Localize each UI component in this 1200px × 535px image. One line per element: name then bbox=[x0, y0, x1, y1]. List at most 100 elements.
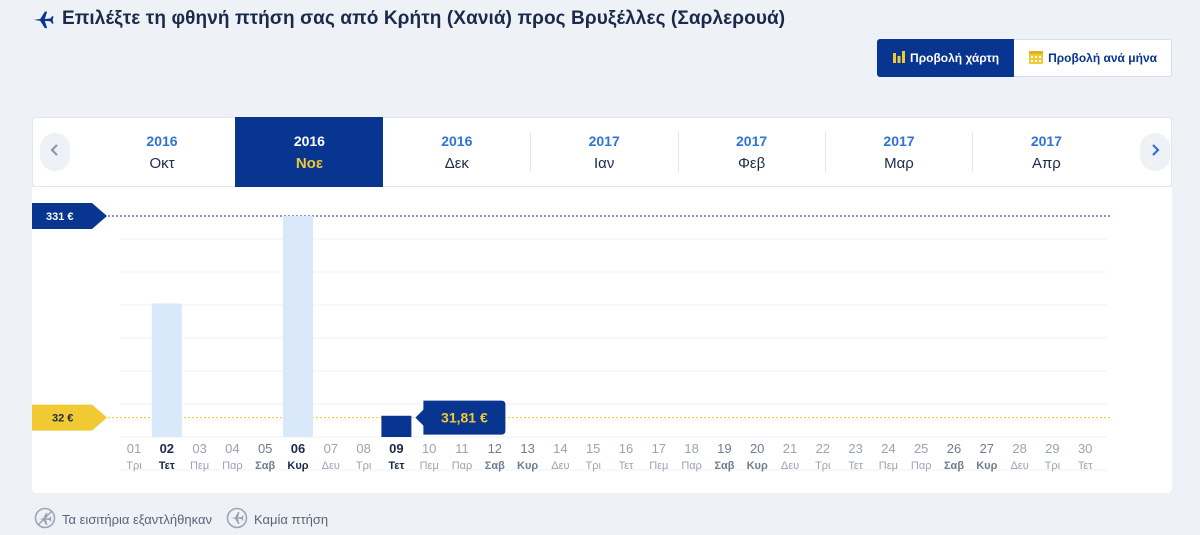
day-number: 30 bbox=[1078, 441, 1092, 456]
month-tab-4[interactable]: 2017 Φεβ bbox=[678, 118, 826, 186]
max-price-label: 331 € bbox=[46, 211, 74, 223]
month-tab-name: Οκτ bbox=[149, 154, 175, 172]
day-weekday: Τρι bbox=[815, 460, 831, 472]
day-number[interactable]: 06 bbox=[291, 441, 305, 456]
airplane-icon bbox=[32, 8, 54, 30]
day-number: 25 bbox=[914, 441, 928, 456]
day-number: 18 bbox=[684, 441, 698, 456]
month-divider bbox=[972, 132, 974, 172]
day-weekday: Παρ bbox=[222, 460, 243, 472]
day-number[interactable]: 02 bbox=[160, 441, 174, 456]
month-tab-0[interactable]: 2016 Οκτ bbox=[88, 118, 236, 186]
month-tab-1[interactable]: 2016 Νοε bbox=[235, 117, 384, 187]
month-tab-year: 2017 bbox=[883, 132, 915, 149]
price-bar-09[interactable] bbox=[381, 415, 412, 437]
day-weekday: Τετ bbox=[848, 460, 863, 472]
day-weekday: Τετ bbox=[619, 460, 634, 472]
day-weekday: Τετ bbox=[1078, 460, 1093, 472]
day-number: 03 bbox=[192, 441, 206, 456]
day-number: 01 bbox=[127, 441, 141, 456]
bar-chart-icon bbox=[892, 50, 906, 67]
avg-price-label: 32 € bbox=[52, 413, 73, 425]
price-chart: 331 € 32 € 01 Τρι 02 Τετ 03 Πεμ 04 Παρ 05 Σαβ 06 Κυρ 0… bbox=[32, 187, 1172, 493]
day-weekday: Σαβ bbox=[714, 460, 734, 472]
month-tab-year: 2017 bbox=[588, 132, 620, 149]
day-weekday: Δευ bbox=[1010, 460, 1028, 472]
day-weekday: Πεμ bbox=[190, 460, 209, 472]
month-view-button[interactable]: Προβολή ανά μήνα bbox=[1014, 39, 1172, 77]
price-bar-02[interactable] bbox=[151, 303, 182, 437]
day-weekday: Παρ bbox=[452, 460, 473, 472]
view-toggle: Προβολή χάρτη Προβολή ανά μήνα bbox=[877, 39, 1172, 77]
month-tab-name: Απρ bbox=[1031, 154, 1061, 172]
month-divider bbox=[825, 132, 826, 172]
day-weekday: Κυρ bbox=[747, 460, 768, 472]
day-number: 14 bbox=[553, 441, 567, 456]
day-number: 11 bbox=[455, 441, 469, 456]
month-tab-3[interactable]: 2017 Ιαν bbox=[530, 118, 678, 186]
day-weekday: Πεμ bbox=[879, 460, 898, 472]
month-tab-year: 2016 bbox=[146, 132, 178, 149]
day-number: 16 bbox=[619, 441, 633, 456]
price-tooltip bbox=[415, 400, 506, 435]
month-selector: 2016 Οκτ 2016 Νοε 2016 Δεκ 2017 Ιαν 2017 Φεβ 2017 Μ… bbox=[32, 117, 1172, 187]
day-number: 12 bbox=[488, 441, 502, 456]
no-flight-plane-icon bbox=[226, 507, 248, 532]
prev-month-button[interactable] bbox=[40, 133, 70, 171]
day-number: 04 bbox=[225, 441, 239, 456]
legend-no-flight: Καμία πτήση bbox=[226, 507, 328, 532]
day-weekday: Τρι bbox=[356, 460, 372, 472]
day-number: 27 bbox=[980, 441, 994, 456]
day-weekday: Πεμ bbox=[649, 460, 668, 472]
day-number: 17 bbox=[652, 441, 666, 456]
month-tab-year: 2017 bbox=[736, 132, 768, 149]
chart-view-label: Προβολή χάρτη bbox=[910, 51, 1000, 65]
next-month-button[interactable] bbox=[1140, 133, 1170, 171]
legend: Τα εισιτήρια εξαντλήθηκαν Καμία πτήση bbox=[34, 507, 328, 532]
price-bar-06[interactable] bbox=[283, 216, 313, 437]
day-number: 20 bbox=[750, 441, 764, 456]
day-weekday: Σαβ bbox=[944, 460, 964, 472]
day-number: 10 bbox=[422, 441, 436, 456]
day-number: 05 bbox=[258, 441, 272, 456]
month-tab-5[interactable]: 2017 Μαρ bbox=[825, 118, 973, 186]
day-number: 29 bbox=[1045, 441, 1059, 456]
day-number: 08 bbox=[356, 441, 370, 456]
month-divider bbox=[677, 132, 679, 172]
page-title: Επιλέξτε τη φθηνή πτήση σας από Κρήτη (Χ… bbox=[62, 8, 786, 29]
day-weekday: Τρι bbox=[585, 460, 601, 472]
day-number: 07 bbox=[324, 441, 338, 456]
day-weekday: Παρ bbox=[911, 460, 932, 472]
month-tab-2[interactable]: 2016 Δεκ bbox=[383, 118, 531, 186]
title-row: Επιλέξτε τη φθηνή πτήση σας από Κρήτη (Χ… bbox=[32, 8, 785, 30]
month-tab-name: Νοε bbox=[295, 154, 323, 172]
chart-view-button[interactable]: Προβολή χάρτη bbox=[877, 39, 1015, 77]
legend-sold-out-label: Τα εισιτήρια εξαντλήθηκαν bbox=[62, 512, 212, 527]
day-number: 28 bbox=[1012, 441, 1026, 456]
day-number: 15 bbox=[586, 441, 600, 456]
month-tab-name: Μαρ bbox=[884, 154, 914, 172]
legend-sold-out: Τα εισιτήρια εξαντλήθηκαν bbox=[34, 507, 212, 532]
month-tab-name: Φεβ bbox=[737, 154, 766, 172]
month-tab-name: Ιαν bbox=[594, 154, 615, 172]
day-weekday: Σαβ bbox=[485, 460, 505, 472]
month-tab-year: 2016 bbox=[293, 132, 325, 149]
sold-out-plane-icon bbox=[34, 507, 56, 532]
day-number: 19 bbox=[717, 441, 731, 456]
day-number[interactable]: 09 bbox=[389, 441, 403, 456]
day-weekday: Κυρ bbox=[287, 460, 308, 472]
month-tab-6[interactable]: 2017 Απρ bbox=[972, 118, 1120, 186]
day-weekday: Κυρ bbox=[976, 460, 997, 472]
day-number: 22 bbox=[816, 441, 830, 456]
day-weekday: Σαβ bbox=[255, 460, 275, 472]
day-weekday: Κυρ bbox=[517, 460, 538, 472]
day-weekday: Τρι bbox=[1045, 460, 1061, 472]
day-number: 23 bbox=[848, 441, 862, 456]
day-number: 26 bbox=[947, 441, 961, 456]
day-weekday: Παρ bbox=[681, 460, 702, 472]
day-weekday: Δευ bbox=[322, 460, 340, 472]
day-weekday: Δευ bbox=[781, 460, 799, 472]
calendar-icon bbox=[1028, 49, 1044, 68]
day-number: 24 bbox=[881, 441, 895, 456]
legend-no-flight-label: Καμία πτήση bbox=[253, 512, 329, 527]
